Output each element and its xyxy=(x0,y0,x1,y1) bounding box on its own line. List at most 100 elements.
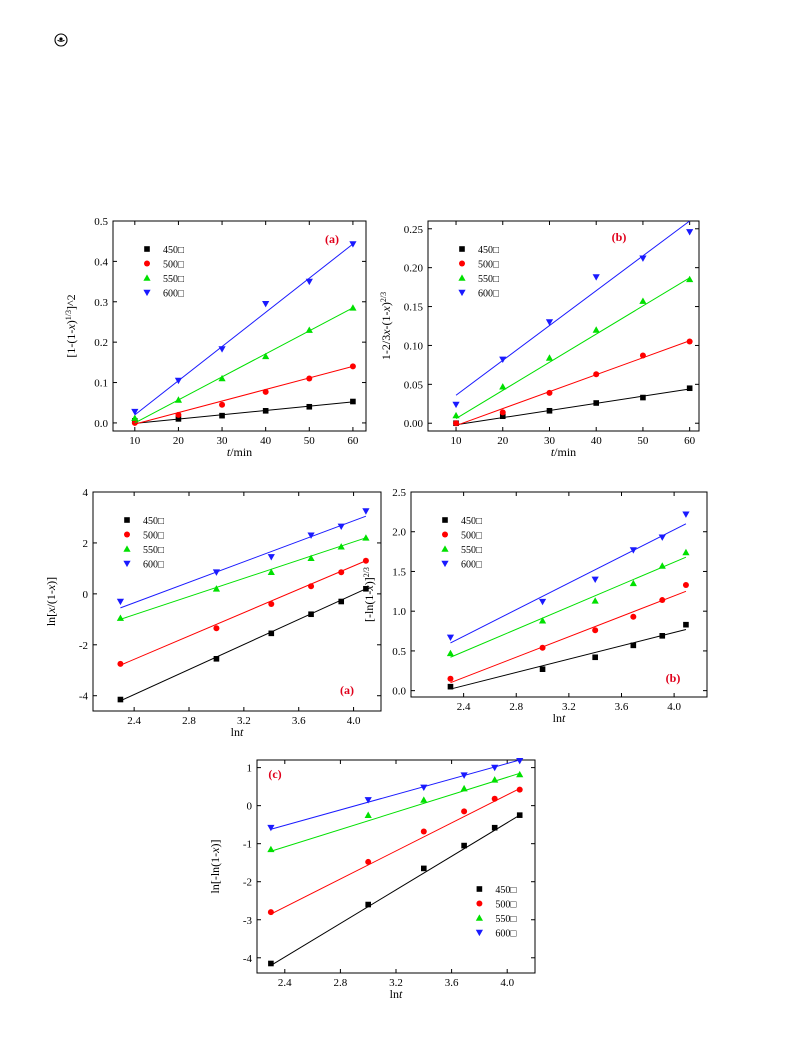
legend-marker xyxy=(459,260,465,267)
y-tick-label: 0 xyxy=(247,801,253,813)
x-tick-label: 60 xyxy=(684,435,696,447)
data-point xyxy=(337,523,345,530)
data-point xyxy=(452,411,460,419)
data-point xyxy=(262,388,269,395)
data-point xyxy=(219,412,225,419)
legend: 450□ 500□ 550□ 600□ xyxy=(143,245,184,300)
data-point xyxy=(639,255,647,262)
data-point xyxy=(460,772,468,779)
y-tick-label: -2 xyxy=(243,877,252,889)
y-tick-label: 0 xyxy=(83,589,89,601)
fit-line xyxy=(270,759,520,830)
plot-frame xyxy=(410,491,708,698)
x-tick-label: 3.6 xyxy=(445,977,459,989)
data-point xyxy=(461,842,467,849)
data-point xyxy=(446,649,455,657)
data-point xyxy=(219,401,226,408)
y-tick-label: 0.4 xyxy=(94,256,108,268)
data-point xyxy=(446,634,455,642)
data-point xyxy=(362,534,370,541)
data-point xyxy=(593,400,600,406)
y-tick-label: 0.3 xyxy=(94,297,108,309)
legend-label: 600□ xyxy=(461,560,482,571)
data-point xyxy=(267,824,275,832)
data-point xyxy=(682,581,689,588)
legend-label: 450□ xyxy=(461,516,482,527)
data-point xyxy=(491,776,499,783)
data-point xyxy=(640,394,646,401)
data-point xyxy=(420,796,428,803)
data-point xyxy=(267,909,274,916)
y-tick-label: 0.25 xyxy=(404,224,424,236)
legend-marker xyxy=(441,560,449,568)
data-point xyxy=(365,858,372,865)
x-tick-label: 3.2 xyxy=(389,977,403,989)
data-point xyxy=(308,611,314,618)
data-point xyxy=(539,666,546,672)
panel-label: (b) xyxy=(666,671,681,685)
data-point xyxy=(659,597,666,604)
data-point xyxy=(117,660,124,667)
y-axis-label: [-ln(1-x)]2/3 xyxy=(362,567,377,622)
series-500□ xyxy=(131,363,356,426)
y-tick-label: 1 xyxy=(247,763,253,775)
series-500□ xyxy=(453,338,693,427)
data-point xyxy=(420,784,428,791)
legend-marker xyxy=(442,517,448,523)
series-450□ xyxy=(117,585,369,703)
data-point xyxy=(267,568,275,576)
data-point xyxy=(362,508,370,515)
legend-marker xyxy=(144,246,150,252)
data-point xyxy=(447,675,454,682)
y-tick-label: 0.2 xyxy=(94,337,108,349)
data-point xyxy=(421,865,427,872)
y-tick-label: 0.0 xyxy=(392,686,406,698)
x-tick-label: 4.0 xyxy=(667,701,681,713)
x-tick-label: 30 xyxy=(217,435,229,447)
y-tick-label: 1.0 xyxy=(392,606,406,618)
plot-frame xyxy=(92,491,382,712)
x-tick-label: 20 xyxy=(173,435,185,447)
legend-label: 550□ xyxy=(478,274,499,285)
data-point xyxy=(591,576,599,584)
series-550□ xyxy=(452,275,694,419)
series-500□ xyxy=(267,786,523,916)
data-point xyxy=(658,562,666,569)
data-point xyxy=(306,403,313,410)
legend: 450□ 500□ 550□ 600□ xyxy=(458,245,499,300)
fit-line xyxy=(134,307,354,424)
x-tick-label: 2.8 xyxy=(182,715,196,727)
data-point xyxy=(491,764,499,772)
fit-line xyxy=(270,788,520,915)
y-tick-label: 2 xyxy=(83,538,89,550)
fit-line xyxy=(450,590,687,684)
data-point xyxy=(658,534,666,541)
fit-line xyxy=(270,814,520,966)
data-point xyxy=(305,326,313,333)
series-600□ xyxy=(116,508,370,609)
legend: 450□ 500□ 550□ 600□ xyxy=(123,516,164,571)
y-axis-label: 1-2/3x-(1-x)2/3 xyxy=(379,292,394,360)
y-tick-label: -1 xyxy=(243,839,252,851)
x-axis-label: lnt xyxy=(231,725,244,739)
data-point xyxy=(591,597,599,604)
x-tick-label: 40 xyxy=(591,435,603,447)
series-500□ xyxy=(447,581,689,684)
x-tick-label: 3.6 xyxy=(292,715,306,727)
data-point xyxy=(539,644,546,651)
data-point xyxy=(593,371,600,378)
data-point xyxy=(349,241,357,248)
x-axis-label: t/min xyxy=(551,445,576,459)
y-tick-label: -3 xyxy=(243,915,253,927)
data-point xyxy=(639,352,646,359)
legend-marker xyxy=(441,545,449,552)
data-point xyxy=(461,808,468,815)
data-point xyxy=(447,683,454,690)
fit-line xyxy=(134,243,354,416)
legend-marker xyxy=(476,900,483,907)
legend-marker xyxy=(143,274,151,281)
data-point xyxy=(213,655,220,662)
legend-label: 450□ xyxy=(163,245,184,256)
